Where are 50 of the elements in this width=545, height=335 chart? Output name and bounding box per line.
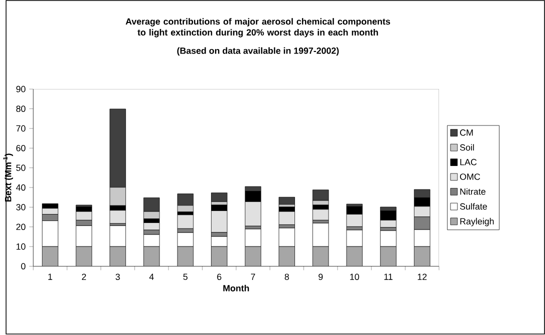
bar [312, 246, 329, 266]
x-tick-label: 6 [217, 274, 222, 280]
y-tick-label: 60 [16, 145, 26, 152]
legend-label: Nitrate [460, 188, 486, 195]
y-tick-label: 80 [16, 106, 26, 112]
y-axis-title: Bext (Mm$^{-1}$) [3, 154, 14, 202]
bar [177, 214, 194, 230]
bar [144, 246, 160, 266]
bar [143, 222, 160, 230]
bar [414, 246, 430, 266]
y-tick-label: 50 [16, 164, 26, 172]
bar [380, 246, 396, 266]
y-tick-label: 40 [16, 184, 26, 191]
legend-label: OMC [460, 174, 480, 180]
bar [211, 192, 228, 202]
bar [177, 246, 194, 266]
legend-label: Rayleigh [460, 218, 494, 226]
x-tick-label: 4 [149, 274, 154, 280]
bar [312, 190, 329, 201]
legend-label: CM [460, 130, 473, 136]
bar [245, 246, 261, 266]
bar [278, 246, 295, 266]
x-tick-label: 2 [82, 274, 86, 280]
legend-label: LAC [460, 159, 477, 166]
legend-label: Soil [460, 144, 474, 151]
x-tick-label: 1 [48, 274, 52, 280]
bar [42, 246, 58, 266]
x-tick-label: 7 [251, 274, 256, 280]
bar [211, 246, 228, 266]
bar [278, 197, 295, 205]
y-tick-label: 10 [16, 244, 26, 250]
bar [110, 246, 126, 266]
chart-title: Average contributions of major aerosol chemical components to light extinction during 20% worst days in each month [126, 18, 390, 38]
x-tick-label: 10 [350, 274, 360, 280]
x-tick-label: 5 [183, 274, 188, 280]
y-tick-label: 70 [16, 126, 26, 132]
y-tick-label: 30 [16, 204, 26, 211]
x-tick-label: 3 [116, 274, 120, 280]
chart-subtitle: (Based on data available in 1997-2002) [177, 48, 339, 56]
y-tick-label: 90 [16, 86, 26, 92]
bar [76, 246, 92, 266]
legend-label: Sulfate [460, 203, 487, 210]
y-tick-label: 0 [21, 263, 26, 270]
bar [346, 246, 362, 266]
x-tick-label: 12 [418, 274, 427, 280]
x-tick-label: 9 [318, 274, 323, 280]
x-tick-label: 11 [384, 274, 392, 280]
x-axis-title: Month [223, 285, 249, 292]
y-tick-label: 20 [16, 224, 26, 230]
x-tick-label: 8 [284, 274, 289, 280]
